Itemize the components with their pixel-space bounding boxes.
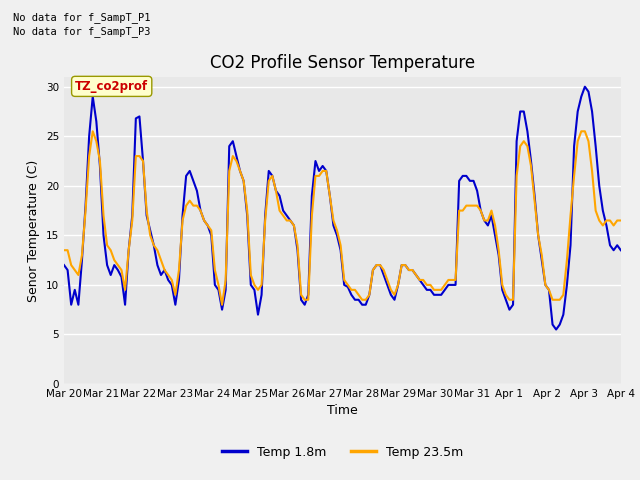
X-axis label: Time: Time: [327, 405, 358, 418]
Text: TZ_co2prof: TZ_co2prof: [75, 80, 148, 93]
Y-axis label: Senor Temperature (C): Senor Temperature (C): [28, 159, 40, 301]
Text: No data for f_SampT_P3: No data for f_SampT_P3: [13, 26, 150, 37]
Text: No data for f_SampT_P1: No data for f_SampT_P1: [13, 12, 150, 23]
Legend: Temp 1.8m, Temp 23.5m: Temp 1.8m, Temp 23.5m: [216, 441, 468, 464]
Title: CO2 Profile Sensor Temperature: CO2 Profile Sensor Temperature: [210, 54, 475, 72]
